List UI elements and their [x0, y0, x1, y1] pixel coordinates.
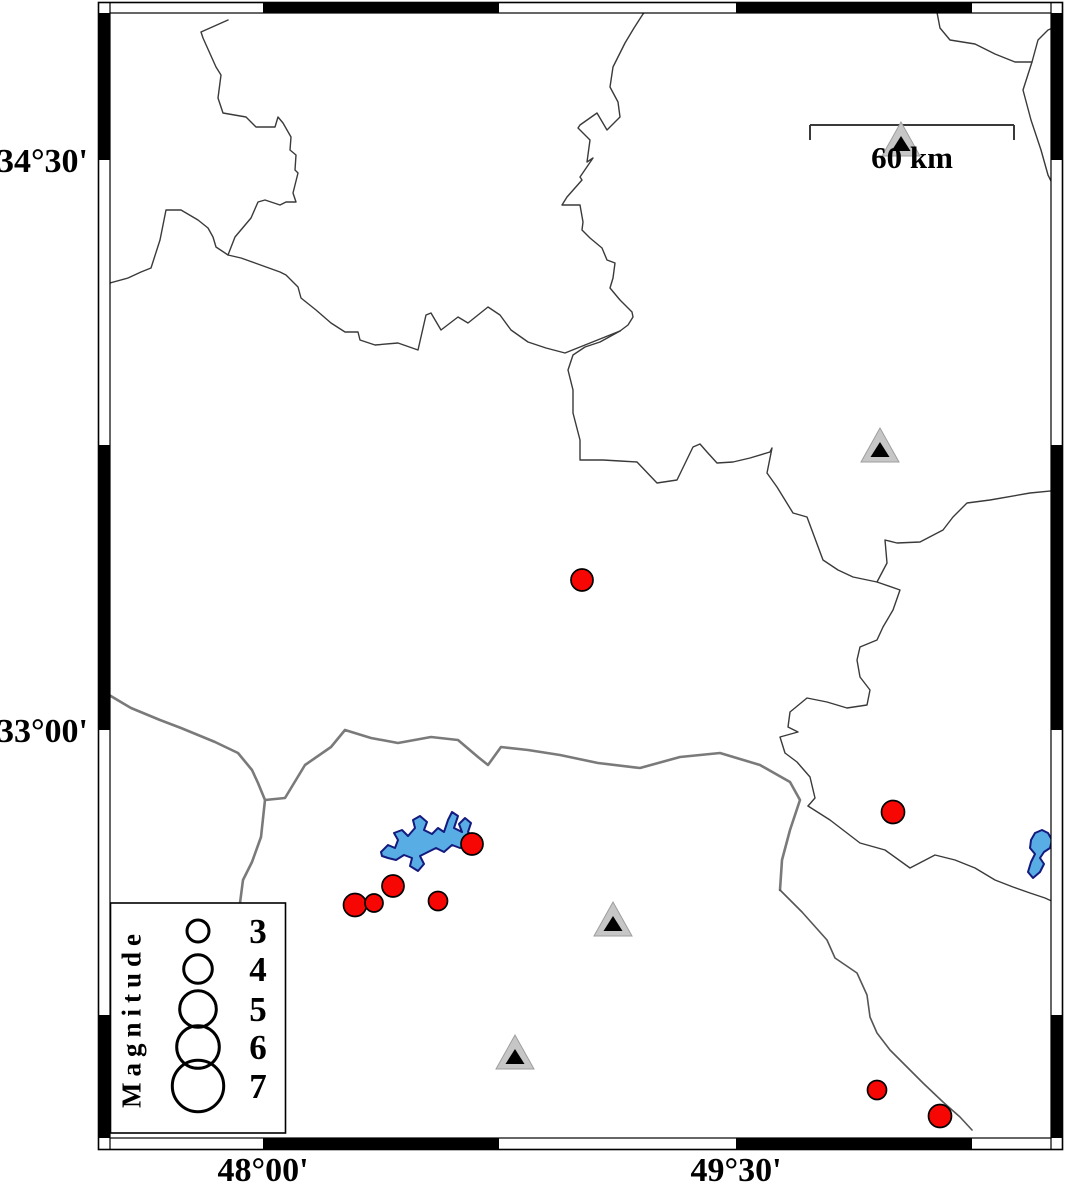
station-triangle-inner — [505, 1049, 525, 1064]
axis-labels: 34°30' 33°00' 48°00' 49°30' — [0, 143, 782, 1186]
frame-segment — [1051, 13, 1063, 160]
frame-segment — [1051, 445, 1063, 730]
frame-segment — [98, 1015, 110, 1138]
province-boundaries — [110, 13, 1051, 902]
station-triangle-inner — [603, 916, 623, 931]
earthquake-marker — [364, 893, 384, 913]
legend-title: Magnitude — [117, 928, 147, 1108]
boundary-northwest — [200, 19, 299, 256]
boundary-south-diagonal — [779, 889, 973, 1131]
earthquake-marker — [460, 832, 484, 856]
latitude-label: 33°00' — [0, 713, 88, 750]
lake-east — [1027, 829, 1051, 879]
legend-value: 5 — [249, 990, 267, 1029]
legend-value: 3 — [249, 912, 267, 951]
frame-segment — [98, 13, 110, 160]
lakes — [380, 811, 1051, 879]
boundary-east-spur — [876, 490, 1051, 583]
map-frame — [97, 1, 1064, 1151]
station-marker — [495, 1033, 535, 1070]
earthquake-marker — [342, 892, 368, 918]
legend-circle — [178, 989, 218, 1029]
legend-value: 4 — [249, 950, 267, 989]
legend-circle — [182, 953, 214, 985]
river-east — [263, 728, 802, 892]
frame-segment — [98, 445, 110, 730]
frame-inner — [109, 12, 1052, 1139]
boundary-central — [567, 330, 901, 807]
earthquake-marker — [427, 890, 449, 912]
longitude-label: 48°00' — [217, 1152, 308, 1186]
frame-segment — [736, 1138, 972, 1150]
station-marker — [860, 426, 900, 463]
earthquakes-layer — [342, 568, 953, 1129]
scale-bar-label-layer: 60 km — [871, 140, 953, 175]
boundary-southeast — [807, 805, 1051, 902]
legend-value: 7 — [249, 1067, 267, 1106]
river-west — [110, 694, 267, 905]
frame-segment — [263, 1138, 499, 1150]
legend-circle — [170, 1058, 226, 1114]
station-triangle-inner — [870, 442, 890, 457]
stations-layer — [495, 120, 921, 1070]
legend-circle — [185, 918, 211, 944]
boundary-northeast-spur — [1031, 28, 1051, 63]
earthquake-marker — [880, 799, 906, 825]
lake-west — [380, 811, 475, 872]
station-marker — [593, 900, 633, 937]
frame-outer — [97, 1, 1064, 1151]
frame-segment — [1051, 1015, 1063, 1138]
scale-bar — [809, 124, 1015, 140]
legend-circle — [175, 1024, 221, 1070]
earthquake-marker — [381, 874, 405, 898]
earthquake-marker — [927, 1103, 953, 1129]
boundary-west-long — [110, 209, 621, 354]
earthquake-marker — [570, 568, 594, 592]
earthquake-marker — [866, 1079, 888, 1101]
latitude-label: 34°30' — [0, 143, 88, 180]
boundary-north-vertical — [561, 13, 645, 332]
legend-value: 6 — [249, 1028, 267, 1067]
station-triangle-inner — [891, 136, 911, 151]
frame-segment — [736, 2, 972, 13]
frame-segment — [263, 2, 499, 13]
station-marker — [881, 120, 921, 157]
longitude-label: 49°30' — [690, 1152, 781, 1186]
boundary-northeast — [936, 13, 1051, 183]
scale-bar-label: 60 km — [871, 140, 953, 175]
river — [110, 694, 802, 905]
